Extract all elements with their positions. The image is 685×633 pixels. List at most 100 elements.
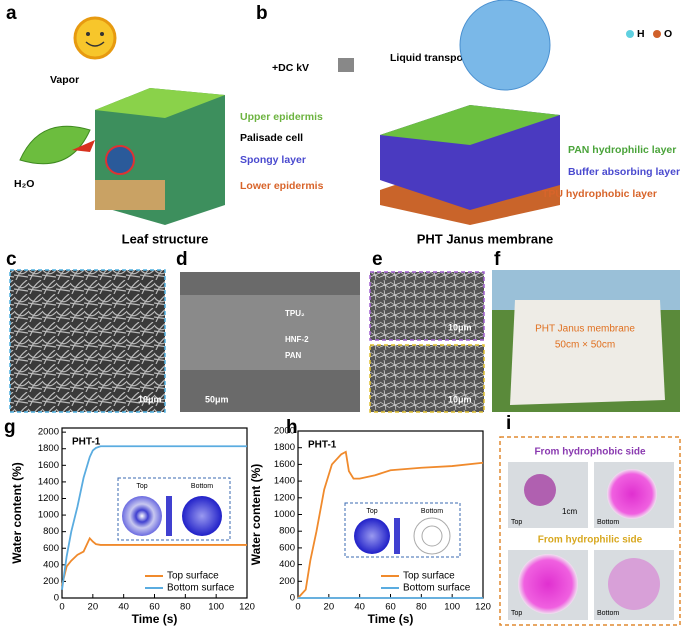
scale-bar: 10μm (138, 394, 162, 404)
y-tick-label: 2000 (274, 426, 295, 437)
panel-letter: i (506, 413, 511, 434)
inset-label: Top (366, 508, 377, 515)
y-axis-label: Water content (%) (249, 464, 263, 566)
x-tick-label: 60 (149, 602, 160, 613)
sun (73, 16, 117, 60)
data-line (297, 450, 484, 599)
scale-bar: 10μm (448, 394, 472, 404)
label: PAN hydrophilic layer (568, 144, 676, 156)
caption: Leaf structure (122, 231, 209, 246)
y-tick-label: 800 (279, 526, 295, 537)
y-tick-label: 1600 (274, 459, 295, 470)
label: O (664, 28, 672, 40)
legend-label: Bottom surface (403, 583, 471, 594)
y-tick-label: 600 (279, 542, 295, 553)
scale-bar: 10μm (448, 322, 472, 332)
x-tick-label: 20 (88, 602, 99, 613)
sem-image (369, 271, 485, 341)
legend-label: Bottom surface (167, 583, 235, 594)
y-tick-label: 1200 (274, 492, 295, 503)
x-tick-label: 60 (385, 602, 396, 613)
legend-label: Top surface (167, 571, 219, 582)
inset (344, 502, 461, 558)
x-tick-label: 100 (444, 602, 460, 613)
y-tick-label: 400 (279, 559, 295, 570)
x-tick-label: 80 (180, 602, 191, 613)
panel-letter: d (176, 249, 188, 270)
legend-dot (626, 30, 634, 38)
x-tick-label: 0 (295, 602, 300, 613)
stain (524, 474, 556, 506)
label: Vapor (50, 74, 79, 86)
label: PHT Janus membrane (535, 324, 635, 335)
label: Bottom (597, 519, 619, 526)
label: 1cm (562, 507, 577, 516)
y-tick-label: 200 (43, 576, 59, 587)
label: H (637, 28, 645, 40)
x-tick-label: 40 (118, 602, 129, 613)
label: +DC kV (272, 62, 309, 74)
label: Top (511, 610, 522, 617)
label: Lower epidermis (240, 180, 324, 192)
nozzle (338, 58, 354, 72)
panel-letter: c (6, 249, 17, 270)
chart-title: PHT-1 (308, 440, 337, 451)
x-tick-label: 100 (208, 602, 224, 613)
label: Spongy layer (240, 154, 306, 166)
y-tick-label: 1600 (38, 460, 59, 471)
stain (518, 554, 578, 614)
y-tick-label: 1200 (38, 493, 59, 504)
y-axis-label: Water content (%) (10, 462, 24, 564)
leaf-block (95, 88, 225, 225)
legend-label: Top surface (403, 571, 455, 582)
panel-letter: f (494, 249, 501, 270)
y-tick-label: 1400 (274, 476, 295, 487)
label: HNF-2 (285, 335, 309, 344)
y-tick-label: 2000 (38, 427, 59, 438)
molecule-view (459, 0, 551, 91)
x-tick-label: 120 (475, 602, 491, 613)
sem-image (9, 269, 166, 413)
y-tick-label: 1000 (274, 509, 295, 520)
y-tick-label: 1800 (38, 443, 59, 454)
y-tick-label: 600 (43, 543, 59, 554)
label: From hydrophobic side (534, 447, 646, 458)
y-tick-label: 400 (43, 559, 59, 570)
inset-label: Bottom (421, 508, 443, 515)
label: Bottom (597, 610, 619, 617)
inset-label: Bottom (191, 483, 213, 490)
leaf (19, 125, 91, 165)
label: H₂O (14, 178, 34, 190)
y-tick-label: 1000 (38, 510, 59, 521)
label: From hydrophilic side (538, 535, 643, 546)
x-tick-label: 20 (324, 602, 335, 613)
label: Upper epidermis (240, 111, 323, 123)
label: Top (511, 519, 522, 526)
chart-title: PHT-1 (72, 437, 101, 448)
label: TPU hydrophobic layer (542, 188, 657, 200)
x-tick-label: 80 (416, 602, 427, 613)
inset-label: Top (136, 483, 147, 490)
y-tick-label: 200 (279, 576, 295, 587)
sem-image (369, 344, 485, 413)
inset (117, 477, 231, 541)
legend-dot (653, 30, 661, 38)
y-tick-label: 800 (43, 526, 59, 537)
scale-bar: 50μm (205, 394, 229, 404)
y-tick-label: 1400 (38, 476, 59, 487)
y-tick-label: 0 (54, 593, 59, 604)
data-line (61, 445, 247, 590)
membrane (380, 105, 560, 225)
y-tick-label: 1800 (274, 442, 295, 453)
panel-letter: a (6, 3, 17, 24)
label: Liquid transport (390, 52, 471, 64)
label: Palisade cell (240, 132, 303, 144)
y-tick-label: 0 (290, 593, 295, 604)
x-axis-label: Time (s) (368, 612, 414, 626)
panel-letter: g (4, 417, 16, 438)
data-line (61, 536, 247, 586)
membrane-sheet (510, 300, 665, 405)
panel-letter: e (372, 249, 383, 270)
panel-letter: b (256, 3, 268, 24)
